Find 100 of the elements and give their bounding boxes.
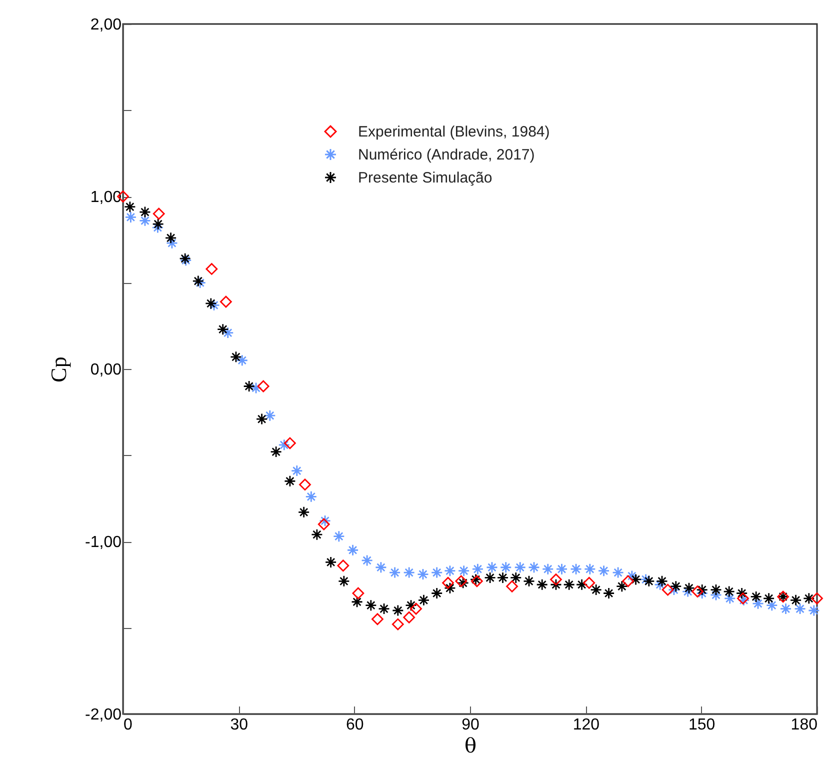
point xyxy=(220,296,232,308)
point xyxy=(500,561,512,574)
point xyxy=(710,589,722,601)
x-tick-label: 30 xyxy=(230,716,248,734)
point xyxy=(388,566,401,578)
point xyxy=(584,563,596,576)
point xyxy=(338,575,350,588)
legend-label: Numérico (Andrade, 2017) xyxy=(358,146,535,164)
point xyxy=(794,602,806,615)
point xyxy=(692,586,704,598)
point xyxy=(724,592,736,604)
point xyxy=(654,578,666,591)
x-tick-label: 120 xyxy=(572,716,600,734)
point xyxy=(270,446,282,458)
point xyxy=(361,554,373,566)
point xyxy=(442,576,454,589)
point xyxy=(152,218,164,230)
point xyxy=(528,561,540,574)
point xyxy=(256,413,268,425)
point xyxy=(250,382,262,394)
point xyxy=(206,263,218,275)
point xyxy=(208,299,220,312)
x-tick-label: 90 xyxy=(462,716,480,734)
point xyxy=(656,575,668,588)
point xyxy=(626,570,638,582)
point xyxy=(139,206,151,218)
point xyxy=(430,566,443,578)
x-tick-label: 180 xyxy=(790,716,818,734)
point xyxy=(299,478,311,491)
point xyxy=(332,530,345,542)
point xyxy=(750,590,762,603)
point xyxy=(284,475,296,488)
point xyxy=(319,514,331,527)
point xyxy=(392,604,404,616)
x-axis-title: θ xyxy=(464,734,477,758)
point xyxy=(236,354,248,366)
y-tick-label: 1,00 xyxy=(90,189,122,206)
point xyxy=(278,438,290,451)
point xyxy=(811,592,823,604)
point xyxy=(506,580,518,592)
point xyxy=(583,576,596,589)
y-axis-title: Cp xyxy=(46,356,72,382)
point xyxy=(642,575,655,588)
point xyxy=(243,380,256,392)
point xyxy=(351,596,363,608)
point xyxy=(736,587,748,600)
point xyxy=(372,613,384,626)
point xyxy=(403,611,416,624)
point xyxy=(752,598,764,610)
point xyxy=(417,568,429,580)
point xyxy=(802,592,815,604)
y-tick-label: -1,00 xyxy=(85,534,122,551)
point xyxy=(290,464,303,477)
point xyxy=(405,599,417,612)
point xyxy=(590,584,602,596)
legend-label: Experimental (Blevins, 1984) xyxy=(358,124,550,140)
point xyxy=(164,232,177,244)
point xyxy=(352,587,364,600)
point xyxy=(808,604,820,616)
point xyxy=(374,561,387,574)
point xyxy=(284,437,296,450)
point xyxy=(510,572,522,584)
point xyxy=(216,323,229,336)
point xyxy=(602,587,615,600)
point xyxy=(523,575,535,588)
point xyxy=(683,582,695,594)
point xyxy=(616,580,628,592)
point xyxy=(430,587,443,600)
point xyxy=(550,574,562,586)
point xyxy=(298,506,310,518)
point xyxy=(563,578,576,591)
point xyxy=(124,211,137,224)
point xyxy=(576,578,588,591)
x-tick-label: 0 xyxy=(124,716,132,734)
point xyxy=(444,582,456,594)
point xyxy=(536,578,548,591)
point xyxy=(486,561,498,574)
point xyxy=(124,200,136,213)
x-tick-label: 150 xyxy=(688,716,716,734)
point xyxy=(324,556,337,568)
point xyxy=(668,584,680,596)
legend-label: Presente Simulação xyxy=(358,170,492,186)
point xyxy=(542,563,554,576)
x-tick-label: 60 xyxy=(346,716,364,734)
point xyxy=(484,572,496,584)
point xyxy=(696,584,708,596)
point xyxy=(570,563,582,576)
point xyxy=(612,566,624,578)
point xyxy=(710,584,722,596)
point xyxy=(264,410,276,422)
point xyxy=(630,574,642,586)
y-tick-label: 0,00 xyxy=(90,362,122,378)
point xyxy=(444,564,456,577)
point xyxy=(337,560,350,572)
point xyxy=(139,214,151,227)
point xyxy=(514,561,526,574)
point xyxy=(670,580,682,592)
point xyxy=(346,544,359,556)
point xyxy=(662,584,674,596)
point xyxy=(305,490,318,503)
